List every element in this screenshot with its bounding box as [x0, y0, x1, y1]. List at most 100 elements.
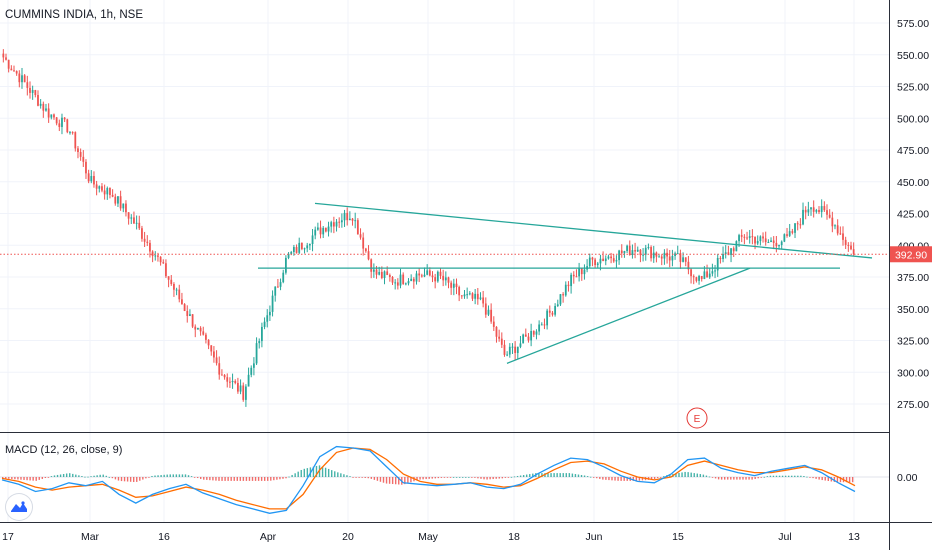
candle-body	[253, 363, 255, 368]
candle-body	[428, 270, 431, 276]
candle-body	[575, 276, 578, 278]
candle-body	[444, 277, 447, 281]
candle-body	[263, 321, 266, 327]
candle-body	[543, 324, 546, 326]
candle-body	[580, 268, 583, 275]
macd-hist-bar	[525, 474, 528, 477]
candle-body	[106, 188, 109, 195]
earnings-icon[interactable]: E	[686, 407, 708, 429]
macd-hist-bar	[486, 477, 488, 480]
macd-hist-bar	[483, 477, 485, 480]
macd-hist-bar	[276, 477, 278, 480]
candle-body	[450, 282, 453, 288]
macd-hist-bar	[510, 476, 513, 478]
candle-body	[415, 273, 418, 282]
candle-body	[338, 221, 341, 223]
candle-body	[599, 258, 602, 264]
candle-body	[127, 212, 130, 219]
macd-hist-bar	[434, 477, 436, 479]
candle-body	[276, 286, 279, 288]
candle-body	[698, 276, 700, 281]
time-axis[interactable]: 17 Mar 16 Apr 20 May 18 Jun 15 Jul 13	[2, 531, 860, 543]
candle-body	[770, 240, 772, 243]
candle-body	[743, 236, 746, 238]
macd-hist-bar	[376, 477, 379, 481]
macd-hist-bar	[300, 469, 302, 477]
macd-hist-bar	[547, 473, 549, 477]
candle-body	[50, 114, 53, 118]
macd-hist-bar	[215, 477, 217, 481]
candle-body	[786, 234, 788, 236]
macd-hist-bar	[650, 477, 653, 480]
macd-hist-bar	[69, 473, 71, 477]
candle-body	[778, 245, 780, 247]
candle-body	[231, 380, 234, 383]
candle-body	[189, 314, 191, 316]
macd-hist-bar	[196, 477, 199, 479]
candle-body	[197, 327, 199, 330]
macd-hist-bar	[815, 477, 817, 479]
candle-body	[447, 277, 450, 283]
macd-label[interactable]: MACD (12, 26, close, 9)	[5, 444, 122, 456]
candle-body	[852, 249, 855, 255]
macd-hist-bar	[236, 477, 238, 481]
macd-hist-bar	[836, 477, 839, 483]
macd-hist-bar	[126, 477, 129, 482]
candle-body	[314, 229, 317, 236]
candle-body	[626, 245, 628, 252]
candle-body	[511, 346, 514, 348]
macd-hist-bar	[404, 477, 406, 485]
candle-body	[31, 90, 34, 93]
time-tick-label: Apr	[260, 531, 277, 543]
candle-body	[850, 245, 852, 250]
macd-hist-bar	[559, 473, 561, 477]
macd-hist-bar	[449, 477, 452, 478]
macd-hist-bar	[851, 477, 854, 483]
candle-body	[154, 255, 157, 257]
macd-hist-bar	[260, 477, 263, 481]
macd-lines	[1, 445, 856, 514]
macd-hist-bar	[11, 477, 13, 480]
candle-body	[98, 186, 101, 189]
macd-hist-bar	[653, 477, 656, 479]
candle-body	[213, 351, 215, 358]
candle-body	[258, 341, 261, 344]
candle-body	[372, 269, 375, 272]
time-tick-label: 13	[848, 531, 860, 543]
symbol-title[interactable]: CUMMINS INDIA, 1h, NSE	[5, 9, 143, 21]
macd-hist-bar	[233, 477, 235, 481]
macd-hist-bar	[291, 474, 293, 477]
candle-body	[652, 252, 655, 259]
macd-hist-bar	[8, 477, 10, 479]
macd-hist-bar	[705, 475, 708, 477]
resistance-trendline[interactable]	[314, 202, 873, 259]
candle-body	[463, 294, 466, 297]
trendlines[interactable]	[258, 202, 873, 364]
candle-body	[367, 251, 370, 260]
macd-hist-bar	[148, 477, 150, 478]
candle-body	[42, 103, 45, 111]
candle-body	[287, 253, 290, 258]
macd-hist-bar	[617, 477, 619, 481]
macd-hist-bar	[638, 477, 641, 481]
candle-body	[527, 336, 530, 341]
support-trendline[interactable]	[506, 267, 751, 364]
price-axis[interactable]: 575.00 550.00 525.00 500.00 475.00 450.00 425.…	[897, 18, 929, 484]
candle-body	[551, 312, 554, 315]
candle-body	[362, 237, 365, 249]
macd-hist-bar	[742, 477, 744, 480]
candle-body	[746, 237, 748, 239]
macd-hist-bar	[529, 474, 531, 477]
candle-body	[354, 220, 357, 222]
macd-hist-bar	[717, 477, 720, 480]
candle-body	[772, 240, 775, 243]
candle-body	[85, 161, 87, 174]
candle-body	[404, 283, 407, 285]
macd-hist-bar	[583, 475, 586, 477]
tradingview-logo-icon[interactable]	[6, 494, 32, 520]
macd-hist-bar	[312, 466, 315, 477]
candle-body	[93, 176, 95, 185]
candle-body	[567, 284, 570, 287]
